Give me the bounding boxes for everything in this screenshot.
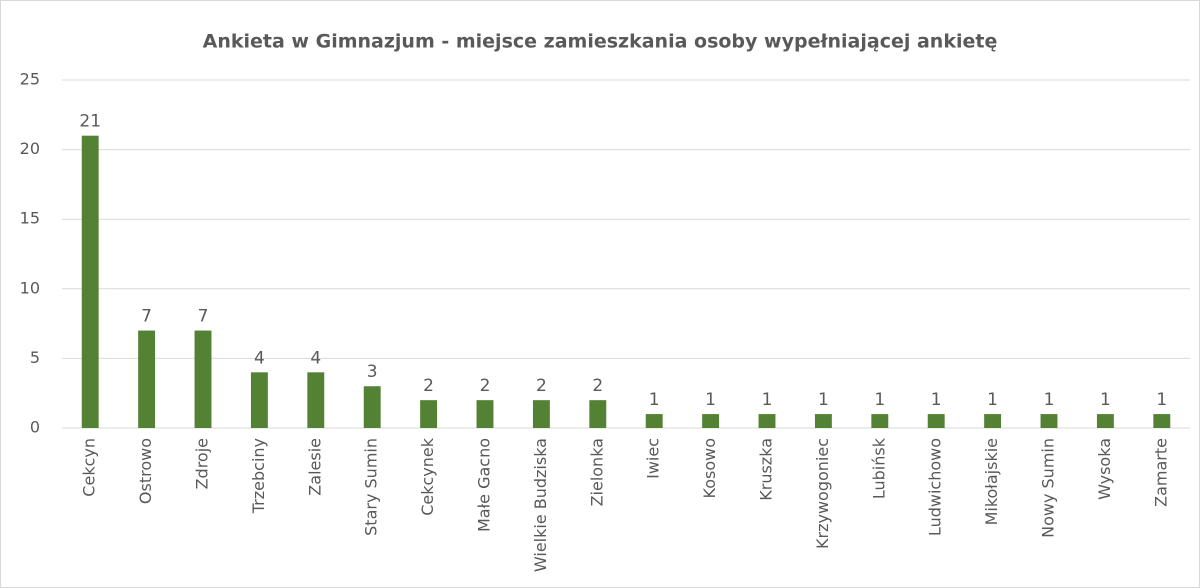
data-label: 4 [254,348,265,368]
data-label: 1 [1100,390,1111,410]
bar [1096,414,1114,428]
bar [363,386,381,428]
data-label: 2 [423,376,434,396]
data-label: 4 [310,348,321,368]
x-tick-label: Iwiec [644,438,663,479]
x-tick-label: Nowy Sumin [1039,438,1058,538]
bar [589,400,607,428]
x-tick-label: Zdroje [193,438,212,489]
x-tick-label: Cekcyn [80,438,99,497]
bar [476,400,494,428]
data-label: 21 [79,112,101,132]
x-tick-label: Ludwichowo [926,438,945,536]
bar [814,414,832,428]
x-tick-label: Kruszka [757,438,776,501]
data-label: 1 [1156,390,1167,410]
x-tick-label: Cekcynek [418,437,437,516]
x-tick-label: Mikołajskie [982,438,1001,525]
bar [645,414,663,428]
bar [871,414,889,428]
x-tick-label: Ostrowo [136,438,155,504]
data-label: 1 [762,390,773,410]
y-tick-label: 5 [30,348,40,367]
bar [1040,414,1058,428]
y-tick-label: 20 [20,139,40,158]
data-label: 1 [705,390,716,410]
bar [250,372,268,428]
bar [984,414,1002,428]
data-label: 2 [592,376,603,396]
data-label: 2 [480,376,491,396]
x-tick-label: Wysoka [1095,438,1114,500]
y-tick-label: 25 [20,70,40,89]
data-label: 1 [987,390,998,410]
x-tick-label: Małe Gacno [475,438,494,532]
x-tick-label: Wielkie Budziska [531,438,550,572]
chart-title: Ankieta w Gimnazjum - miejsce zamieszkan… [203,31,998,53]
bar [927,414,945,428]
bar [532,400,550,428]
x-tick-label: Zalesie [305,438,324,496]
data-label: 7 [198,307,209,327]
data-label: 1 [1044,390,1055,410]
y-tick-label: 0 [30,418,40,437]
data-label: 1 [818,390,829,410]
bar [758,414,776,428]
bar [702,414,720,428]
bar [194,330,212,428]
bar [420,400,438,428]
bar [138,330,156,428]
x-tick-label: Zamarte [1151,438,1170,507]
bar [1153,414,1171,428]
x-tick-label: Zielonka [587,438,606,506]
data-label: 1 [931,390,942,410]
x-tick-label: Trzebciny [249,438,268,514]
data-label: 1 [874,390,885,410]
x-tick-label: Kosowo [700,438,719,498]
x-tick-label: Krzywogoniec [813,438,832,549]
data-label: 1 [649,390,660,410]
data-label: 7 [141,307,152,327]
y-tick-label: 10 [20,278,40,297]
data-label: 2 [536,376,547,396]
bar [307,372,325,428]
bar [81,135,99,428]
x-tick-label: Stary Sumin [362,438,381,536]
x-tick-label: Lubińsk [869,437,888,499]
data-label: 3 [367,362,378,382]
y-tick-label: 15 [20,209,40,228]
